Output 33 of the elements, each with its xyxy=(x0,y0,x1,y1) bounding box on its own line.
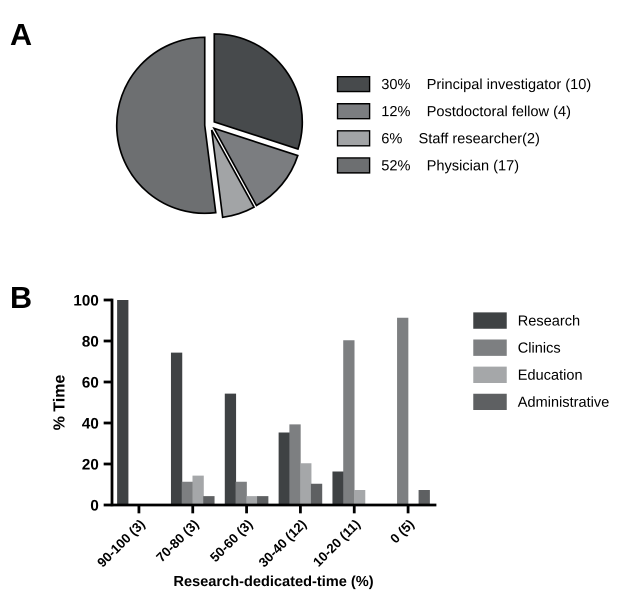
bar xyxy=(289,424,301,505)
legend-label: 6% Staff researcher(2) xyxy=(382,132,539,146)
legend-label: Research xyxy=(518,314,580,326)
legend-label: Administrative xyxy=(518,396,609,407)
bar xyxy=(182,482,194,505)
y-tick-label: 80 xyxy=(82,336,98,347)
bar xyxy=(278,432,290,505)
bar xyxy=(236,482,247,505)
x-tick-label: 0 (5) xyxy=(389,518,416,546)
y-tick-label: 20 xyxy=(82,458,98,470)
bar xyxy=(354,490,366,505)
legend-label: 52% Physician (17) xyxy=(382,160,518,174)
legend-label: Clinics xyxy=(518,342,560,353)
bar xyxy=(117,300,128,505)
bar xyxy=(397,318,408,505)
y-axis-title: % Time xyxy=(52,375,65,430)
legend-label: 30% Principal investigator (10) xyxy=(382,78,590,92)
y-tick-label: 60 xyxy=(82,376,98,388)
bar xyxy=(192,476,204,505)
bar xyxy=(418,490,430,505)
legend-label: 12% Postdoctoral fellow (4) xyxy=(382,106,570,120)
x-axis-title: Research-dedicated-time (%) xyxy=(174,575,373,590)
y-tick-label: 0 xyxy=(90,500,98,511)
bar xyxy=(224,394,236,505)
bar xyxy=(300,463,312,505)
y-tick-label: 40 xyxy=(82,418,98,429)
bar xyxy=(343,340,355,505)
y-tick-label: 100 xyxy=(74,294,98,306)
text: B xyxy=(12,286,31,308)
bar xyxy=(170,352,182,505)
bar xyxy=(310,484,322,505)
text: A xyxy=(10,24,32,45)
legend-label: Education xyxy=(518,369,582,380)
